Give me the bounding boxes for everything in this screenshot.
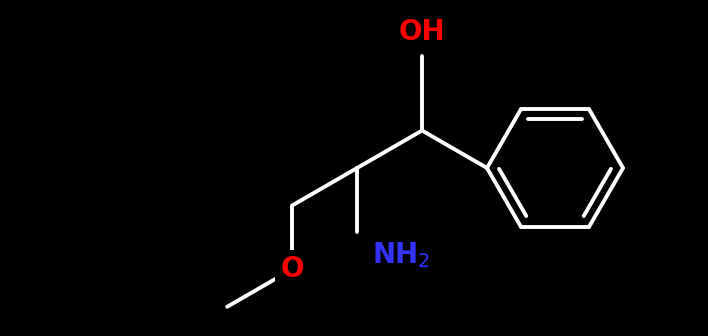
Text: OH: OH <box>399 17 445 45</box>
Text: NH$_2$: NH$_2$ <box>372 240 430 269</box>
Text: O: O <box>280 255 304 283</box>
